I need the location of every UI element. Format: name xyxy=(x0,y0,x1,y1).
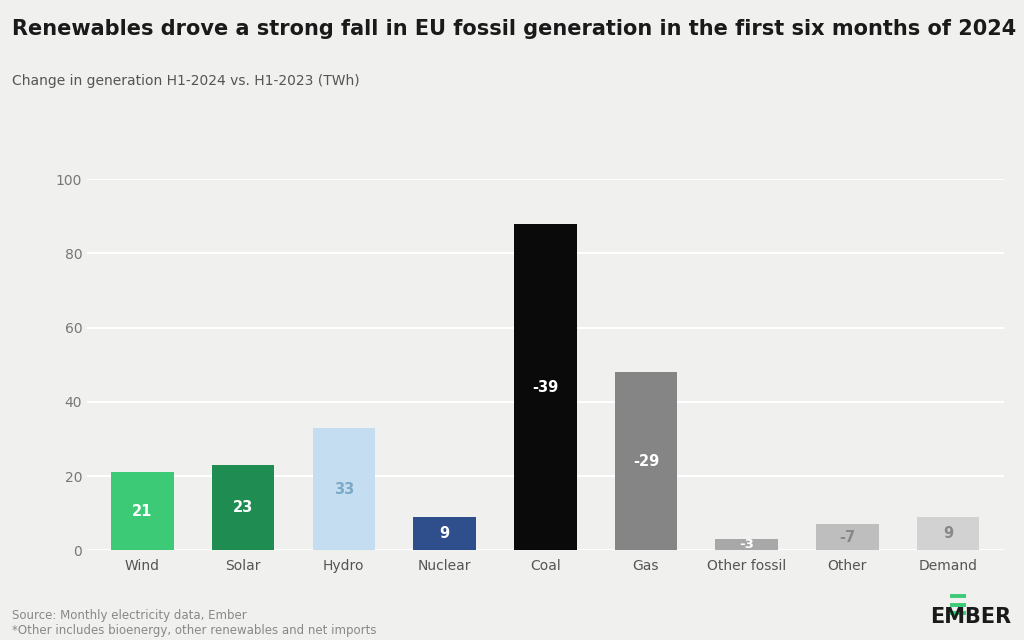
Bar xyxy=(212,465,274,550)
Bar xyxy=(916,517,979,550)
Text: -39: -39 xyxy=(532,380,558,395)
Text: 33: 33 xyxy=(334,482,354,497)
Text: Source: Monthly electricity data, Ember
*Other includes bioenergy, other renewab: Source: Monthly electricity data, Ember … xyxy=(12,609,377,637)
Text: -29: -29 xyxy=(633,454,659,469)
Text: -3: -3 xyxy=(739,538,754,551)
Text: -7: -7 xyxy=(840,530,855,545)
Bar xyxy=(514,224,577,550)
Text: 9: 9 xyxy=(943,526,953,541)
Bar xyxy=(816,524,879,550)
Bar xyxy=(312,428,375,550)
Bar xyxy=(614,372,677,550)
Bar xyxy=(414,517,476,550)
Text: Renewables drove a strong fall in EU fossil generation in the first six months o: Renewables drove a strong fall in EU fos… xyxy=(12,19,1017,39)
Text: Change in generation H1-2024 vs. H1-2023 (TWh): Change in generation H1-2024 vs. H1-2023… xyxy=(12,74,359,88)
Bar xyxy=(716,540,778,550)
Bar xyxy=(112,472,174,550)
Text: EMBER: EMBER xyxy=(931,607,1012,627)
Text: 21: 21 xyxy=(132,504,153,519)
Text: 9: 9 xyxy=(439,526,450,541)
Text: 23: 23 xyxy=(233,500,253,515)
